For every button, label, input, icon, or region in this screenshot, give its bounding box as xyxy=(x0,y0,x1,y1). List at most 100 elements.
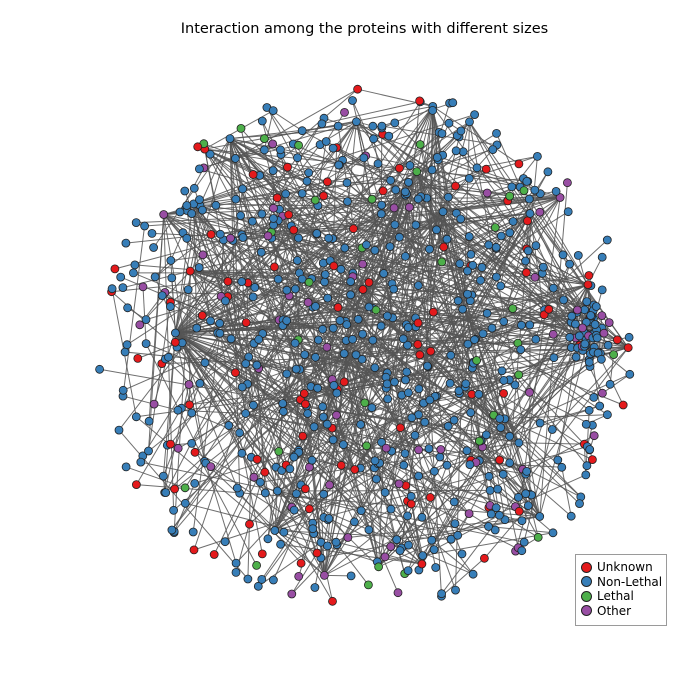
protein-node xyxy=(253,581,263,591)
protein-node xyxy=(303,297,313,307)
interaction-edge xyxy=(229,138,335,386)
protein-node xyxy=(376,321,386,331)
interaction-edge xyxy=(372,340,433,541)
interaction-edge xyxy=(356,121,456,187)
protein-node xyxy=(254,334,264,344)
protein-node xyxy=(380,552,390,562)
interaction-edge xyxy=(480,373,631,443)
protein-node xyxy=(230,368,240,378)
protein-node xyxy=(197,205,207,215)
legend-item-lethal: Lethal xyxy=(576,589,666,604)
protein-node xyxy=(294,140,304,150)
protein-node xyxy=(589,392,599,402)
protein-node xyxy=(371,474,381,484)
protein-node xyxy=(424,444,434,454)
protein-node xyxy=(517,320,526,330)
interaction-edge xyxy=(181,322,247,409)
protein-node xyxy=(390,377,399,387)
interaction-edge xyxy=(441,557,485,597)
protein-node xyxy=(380,487,390,497)
interaction-edge xyxy=(599,322,610,354)
protein-node xyxy=(403,340,412,350)
protein-node xyxy=(195,378,205,388)
protein-node xyxy=(281,189,291,199)
protein-node xyxy=(394,163,404,173)
protein-node xyxy=(300,484,310,494)
interaction-edge xyxy=(474,339,521,351)
legend-marker-non-lethal xyxy=(581,576,592,588)
protein-node xyxy=(499,317,509,326)
protein-node xyxy=(417,512,427,522)
legend-marker-lethal xyxy=(581,590,592,602)
protein-node xyxy=(495,414,505,424)
protein-node xyxy=(290,284,300,294)
protein-node xyxy=(225,134,235,144)
protein-node xyxy=(505,458,515,468)
protein-node xyxy=(563,207,573,217)
protein-node xyxy=(358,259,368,269)
interaction-edge xyxy=(168,356,246,414)
protein-node xyxy=(514,438,524,448)
protein-node xyxy=(490,525,500,535)
protein-node xyxy=(514,506,524,516)
protein-node xyxy=(223,276,233,286)
protein-node xyxy=(451,146,461,156)
protein-node xyxy=(474,389,484,399)
protein-node xyxy=(543,167,553,177)
protein-node xyxy=(257,549,267,559)
interaction-edge xyxy=(118,121,357,431)
protein-node xyxy=(289,225,299,235)
protein-node xyxy=(287,589,297,599)
protein-node xyxy=(399,460,409,470)
protein-node xyxy=(241,409,251,418)
interaction-edge xyxy=(277,490,458,536)
protein-node xyxy=(296,558,306,568)
protein-node xyxy=(495,455,505,465)
protein-node xyxy=(565,259,574,269)
protein-node xyxy=(291,489,301,499)
protein-node xyxy=(386,175,396,185)
protein-node xyxy=(427,535,437,545)
protein-node xyxy=(285,464,295,474)
interaction-edge xyxy=(193,203,590,451)
protein-node xyxy=(274,446,284,456)
protein-node xyxy=(269,203,278,213)
protein-node xyxy=(357,354,367,364)
protein-node xyxy=(215,229,225,239)
protein-node xyxy=(249,472,259,482)
protein-node xyxy=(236,123,246,133)
interaction-edge xyxy=(422,532,554,557)
protein-node xyxy=(120,347,130,357)
protein-node xyxy=(604,318,614,328)
protein-node xyxy=(215,328,225,338)
protein-node xyxy=(395,546,405,555)
protein-node xyxy=(147,228,157,238)
protein-node xyxy=(356,506,366,516)
protein-node xyxy=(533,151,542,161)
protein-node xyxy=(302,176,312,186)
interaction-edge xyxy=(404,191,452,356)
protein-node xyxy=(457,549,467,559)
protein-node xyxy=(361,240,371,250)
protein-node xyxy=(180,498,190,508)
protein-node xyxy=(386,504,396,514)
protein-node xyxy=(376,209,386,219)
interaction-edge xyxy=(267,490,278,539)
protein-node xyxy=(363,580,373,590)
protein-node xyxy=(625,369,635,379)
protein-node xyxy=(350,465,360,474)
protein-node xyxy=(468,569,478,579)
protein-node xyxy=(164,352,173,362)
protein-node xyxy=(268,106,278,115)
protein-node xyxy=(114,425,124,435)
protein-node xyxy=(297,126,307,136)
protein-node xyxy=(293,153,302,163)
protein-node xyxy=(136,457,146,467)
protein-node xyxy=(425,395,435,405)
protein-node xyxy=(237,448,247,458)
protein-node xyxy=(231,558,241,568)
protein-node xyxy=(226,334,236,344)
protein-node xyxy=(283,162,292,172)
protein-node xyxy=(437,129,447,139)
protein-node xyxy=(138,282,148,292)
